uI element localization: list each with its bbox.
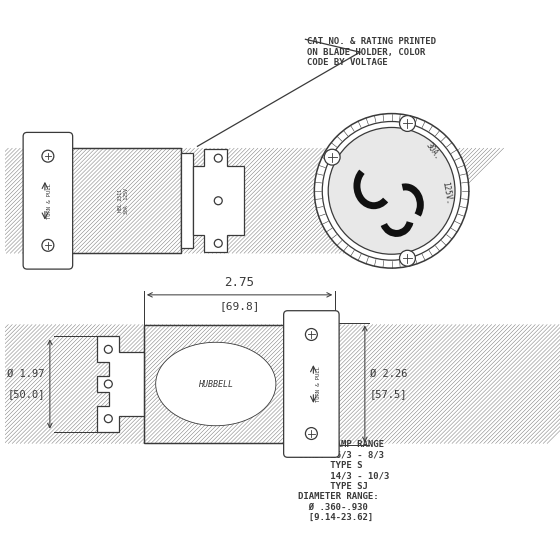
Polygon shape bbox=[97, 337, 144, 432]
Text: [57.5]: [57.5] bbox=[370, 389, 407, 399]
Text: CAT NO. & RATING PRINTED
ON BLADE HOLDER, COLOR
CODE BY VOLTAGE: CAT NO. & RATING PRINTED ON BLADE HOLDER… bbox=[307, 38, 436, 67]
Text: TURN & PULL: TURN & PULL bbox=[316, 366, 321, 402]
Bar bbox=[144, 325, 288, 444]
Polygon shape bbox=[193, 150, 244, 252]
Bar bbox=[181, 153, 193, 248]
Text: [50.0]: [50.0] bbox=[7, 389, 45, 399]
Circle shape bbox=[42, 239, 54, 251]
Circle shape bbox=[322, 122, 461, 260]
Bar bbox=[67, 148, 181, 253]
Text: HBL 2511
30A  125V: HBL 2511 30A 125V bbox=[118, 188, 129, 214]
Bar bbox=[67, 148, 181, 253]
Text: 30A.: 30A. bbox=[424, 141, 442, 161]
Circle shape bbox=[324, 150, 340, 165]
Text: CORD CLAMP RANGE
CORD: 16/3 - 8/3
      TYPE S
      14/3 - 10/3
      TYPE SJ
D: CORD CLAMP RANGE CORD: 16/3 - 8/3 TYPE S… bbox=[297, 441, 389, 522]
Circle shape bbox=[305, 329, 318, 340]
Text: Ø 2.26: Ø 2.26 bbox=[370, 369, 407, 379]
Text: Ø 1.97: Ø 1.97 bbox=[7, 369, 45, 379]
Text: 2.75: 2.75 bbox=[225, 276, 255, 289]
Bar bbox=[144, 325, 288, 444]
Text: 125V.: 125V. bbox=[441, 181, 454, 205]
Circle shape bbox=[42, 150, 54, 162]
Text: HUBBELL: HUBBELL bbox=[198, 380, 234, 389]
Circle shape bbox=[399, 115, 416, 132]
FancyBboxPatch shape bbox=[284, 311, 339, 458]
Circle shape bbox=[399, 250, 416, 266]
Circle shape bbox=[328, 128, 455, 254]
Circle shape bbox=[314, 114, 469, 268]
Text: [69.8]: [69.8] bbox=[220, 301, 260, 311]
Circle shape bbox=[305, 428, 318, 440]
Text: TURN & PULL: TURN & PULL bbox=[48, 183, 53, 218]
FancyBboxPatch shape bbox=[23, 132, 73, 269]
